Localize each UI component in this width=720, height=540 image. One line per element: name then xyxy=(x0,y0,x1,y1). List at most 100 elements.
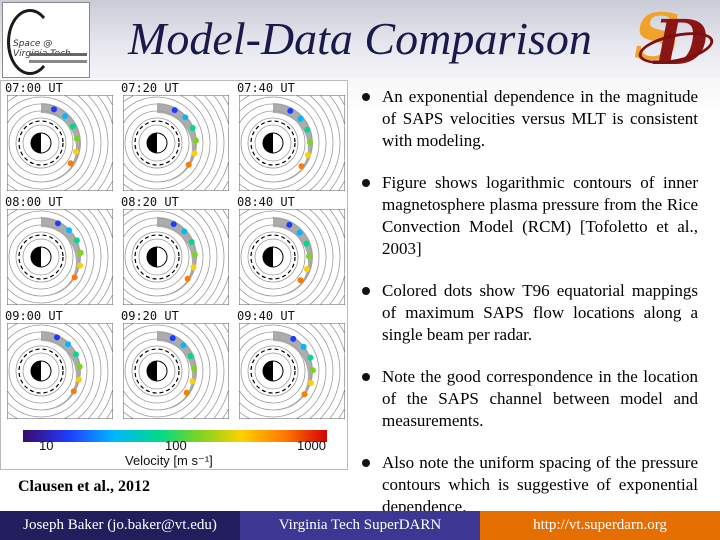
contour-line xyxy=(239,96,320,190)
saps-dot xyxy=(62,113,68,120)
saps-dot xyxy=(76,376,82,383)
footer-author: Joseph Baker (jo.baker@vt.edu) xyxy=(0,511,240,540)
contour-line xyxy=(7,210,88,304)
logo-letter-d: D xyxy=(654,6,708,79)
slide-footer: Joseph Baker (jo.baker@vt.edu) Virginia … xyxy=(0,511,720,540)
colorbar-tick: 100 xyxy=(165,438,187,453)
contour-line xyxy=(123,210,204,304)
contour-line xyxy=(76,95,102,191)
saps-channel-band xyxy=(273,103,313,183)
earth-night-side xyxy=(263,361,273,381)
pressure-contour-plot xyxy=(7,209,113,305)
contour-line xyxy=(76,209,102,305)
earth-night-side xyxy=(263,247,273,267)
saps-dot xyxy=(181,228,188,235)
earth-night-side xyxy=(31,247,41,267)
contour-line xyxy=(22,124,60,162)
saps-dot xyxy=(77,262,83,269)
saps-dot xyxy=(191,251,198,258)
model-panel: 08:40 UT xyxy=(237,195,345,308)
contour-line xyxy=(138,238,176,276)
model-panel: 07:20 UT xyxy=(121,81,229,194)
contour-line xyxy=(123,96,204,190)
saps-dot xyxy=(191,150,198,157)
pressure-contour-plot xyxy=(239,209,345,305)
contour-line xyxy=(7,209,95,305)
saps-dot xyxy=(182,114,189,121)
saps-dot xyxy=(67,160,74,167)
contour-line xyxy=(138,352,176,390)
contour-line xyxy=(123,323,211,419)
bullet-item: Note the good correspondence in the loca… xyxy=(356,366,698,432)
saps-channel-band xyxy=(157,217,197,297)
model-panel: 08:00 UT xyxy=(5,195,113,308)
contour-line xyxy=(203,323,225,419)
saps-dot xyxy=(70,388,77,395)
model-panel: 09:20 UT xyxy=(121,309,229,422)
saps-channel-band xyxy=(273,217,313,297)
slide-header: Space @ Virginia Tech Model-Data Compari… xyxy=(0,0,720,79)
contour-line xyxy=(15,231,67,283)
saps-dot xyxy=(304,126,311,133)
contour-line xyxy=(239,209,327,305)
panel-time-label: 08:00 UT xyxy=(5,195,63,209)
saps-dot xyxy=(307,354,314,361)
logo-underline xyxy=(29,53,87,56)
saps-dot xyxy=(304,152,311,158)
saps-dot xyxy=(184,275,191,282)
saps-dot xyxy=(310,367,316,374)
bullet-item: An exponential dependence in the magnitu… xyxy=(356,86,698,152)
saps-dot xyxy=(303,266,310,272)
colorbar-label: Velocity [m s⁻¹] xyxy=(125,453,213,468)
panel-time-label: 09:20 UT xyxy=(121,309,179,323)
contour-line xyxy=(131,345,183,397)
contour-line xyxy=(239,324,320,418)
pressure-contour-plot xyxy=(7,323,113,419)
panel-time-label: 07:00 UT xyxy=(5,81,63,95)
contour-line xyxy=(123,95,211,191)
pressure-contour-plot xyxy=(239,323,345,419)
saps-dot xyxy=(171,107,178,114)
contour-line xyxy=(239,95,327,191)
pressure-contour-plot xyxy=(123,95,229,191)
saps-dot xyxy=(77,249,84,256)
footer-url[interactable]: http://vt.superdarn.org xyxy=(480,511,720,540)
contour-line xyxy=(254,352,292,390)
saps-dot xyxy=(169,335,176,342)
model-data-figure: 07:00 UT 07:20 UT 07:40 UT 08:00 UT 08:20 UT… xyxy=(0,80,348,470)
saps-dot xyxy=(66,227,72,234)
dashed-boundary xyxy=(18,120,64,166)
panel-time-label: 08:40 UT xyxy=(237,195,295,209)
dashed-boundary xyxy=(134,120,180,166)
earth-night-side xyxy=(31,361,41,381)
contour-line xyxy=(239,323,327,419)
pressure-contour-plot xyxy=(123,209,229,305)
contour-line xyxy=(22,352,60,390)
model-panel: 07:40 UT xyxy=(237,81,345,194)
saps-dot xyxy=(192,137,199,144)
saps-dot xyxy=(307,380,314,386)
contour-line xyxy=(319,95,341,191)
panel-time-label: 09:00 UT xyxy=(5,309,63,323)
contour-line xyxy=(22,238,60,276)
contour-line xyxy=(131,117,183,169)
saps-dot xyxy=(297,115,304,122)
contour-line xyxy=(319,209,341,305)
saps-dot xyxy=(189,378,196,385)
saps-channel-band xyxy=(41,103,81,183)
dashed-boundary xyxy=(18,234,64,280)
contour-line xyxy=(87,323,109,419)
contour-line xyxy=(15,117,67,169)
saps-channel-band xyxy=(157,331,197,411)
saps-dot xyxy=(73,148,79,155)
logo-letter-s: S xyxy=(634,0,681,75)
saps-dot xyxy=(69,123,76,130)
contour-line xyxy=(247,117,299,169)
dashed-boundary xyxy=(250,234,296,280)
panel-time-label: 07:20 UT xyxy=(121,81,179,95)
space-vt-logo: Space @ Virginia Tech xyxy=(2,2,90,78)
saps-dot xyxy=(185,161,192,168)
saps-dot xyxy=(76,363,83,370)
dashed-boundary xyxy=(134,348,180,394)
bullet-item: Colored dots show T96 equatorial mapping… xyxy=(356,280,698,346)
